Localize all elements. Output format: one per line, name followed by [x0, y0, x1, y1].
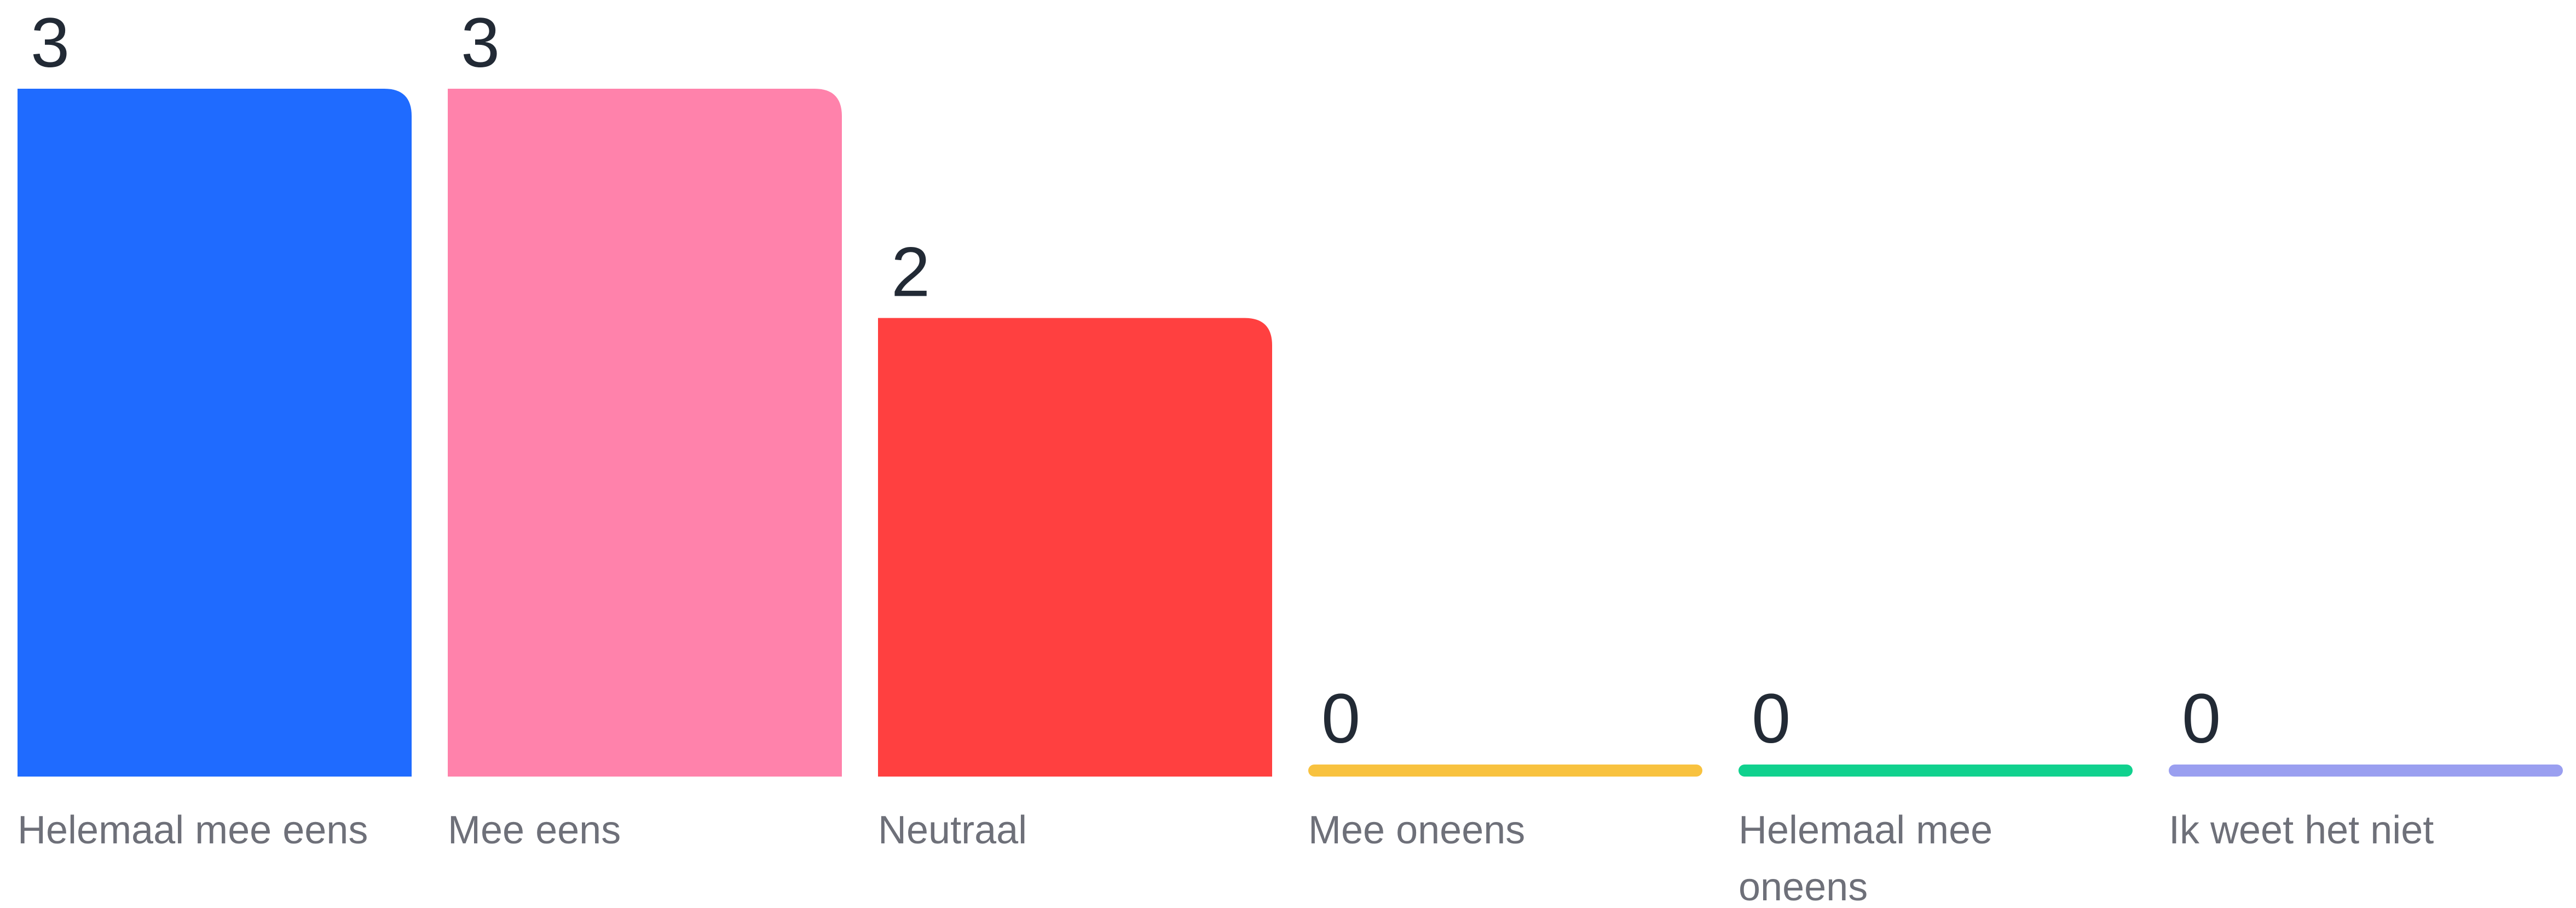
- value-label-helemaal-mee-eens: 3: [31, 4, 70, 82]
- category-label-helemaal-mee-eens: Helemaal mee eens: [18, 808, 368, 852]
- value-label-mee-oneens: 0: [1321, 680, 1360, 758]
- bars-group: [18, 89, 2563, 777]
- category-label-mee-oneens: Mee oneens: [1308, 808, 1525, 852]
- category-label-neutraal: Neutraal: [878, 808, 1027, 852]
- bar-helemaal-mee-oneens: [1738, 765, 2133, 777]
- value-label-ik-weet-het-niet: 0: [2182, 680, 2221, 758]
- bar-mee-oneens: [1308, 765, 1702, 777]
- value-label-helemaal-mee-oneens: 0: [1752, 680, 1791, 758]
- bar-mee-eens: [448, 89, 842, 777]
- bar-ik-weet-het-niet: [2169, 765, 2563, 777]
- category-label-ik-weet-het-niet: Ik weet het niet: [2169, 808, 2434, 852]
- category-label-helemaal-mee-oneens: Helemaal mee oneens: [1738, 808, 1992, 908]
- category-label-mee-eens: Mee eens: [448, 808, 621, 852]
- value-labels-group: 3 3 2 0 0 0: [31, 4, 2221, 758]
- value-label-neutraal: 2: [891, 233, 930, 312]
- category-labels-group: Helemaal mee eens Mee eens Neutraal Mee one…: [18, 808, 2434, 908]
- bar-helemaal-mee-eens: [18, 89, 412, 777]
- value-label-mee-eens: 3: [461, 4, 500, 82]
- bar-neutraal: [878, 318, 1272, 777]
